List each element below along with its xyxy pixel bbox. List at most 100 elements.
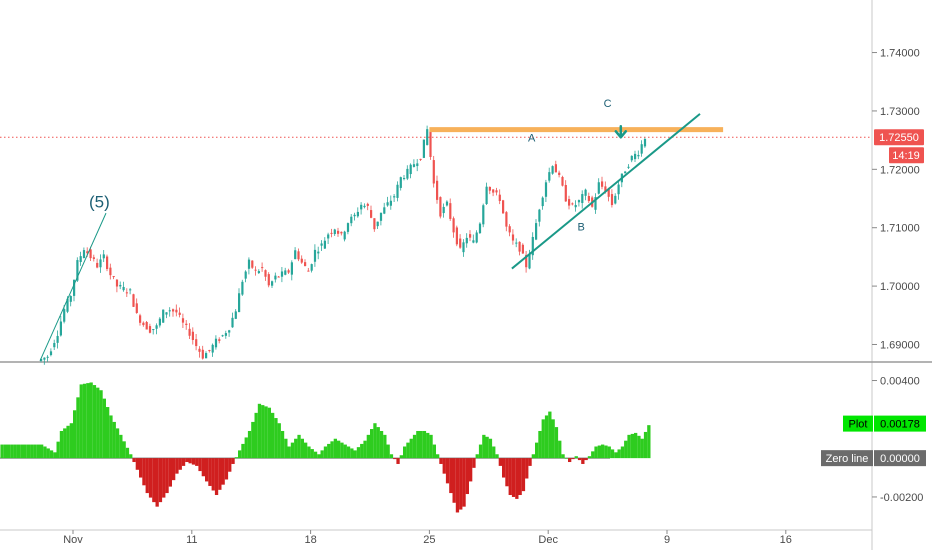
candle-body <box>172 309 175 312</box>
histogram-bar <box>412 434 417 459</box>
candle <box>208 349 211 353</box>
candle <box>99 254 102 273</box>
histogram-bar <box>0 444 4 459</box>
candle-body <box>155 325 158 329</box>
histogram-bar <box>482 434 486 459</box>
candle-body <box>115 279 119 287</box>
histogram-bar <box>584 458 588 461</box>
histogram-bar <box>106 407 110 459</box>
histogram-bar <box>49 450 54 459</box>
candle-body <box>231 317 234 328</box>
histogram-bar <box>162 458 166 498</box>
candle <box>284 267 287 276</box>
candle-body <box>178 312 181 315</box>
histogram-bar <box>485 436 489 459</box>
candle-body <box>389 200 392 206</box>
candle <box>640 140 643 157</box>
histogram-bar <box>16 444 21 459</box>
candle-body <box>99 259 102 268</box>
oscillator-axis[interactable]: 0.00400 -0.00200 <box>872 376 923 504</box>
candle-body <box>577 200 581 203</box>
histogram-bar <box>462 458 466 507</box>
histogram-bar <box>188 458 192 464</box>
histogram-bar <box>76 397 80 459</box>
candle-body <box>617 184 620 195</box>
histogram-bar <box>181 458 186 466</box>
histogram-bar <box>195 458 199 466</box>
candle <box>505 211 508 232</box>
candle-body <box>59 321 62 336</box>
histogram-bar <box>478 444 483 459</box>
time-axis[interactable]: Nov 11 18 25 Dec 9 16 <box>63 530 792 546</box>
candle-body <box>630 155 633 161</box>
candle <box>294 247 297 260</box>
histogram-bar <box>610 449 615 459</box>
histogram-bar <box>429 434 433 459</box>
histogram-bar <box>307 446 311 459</box>
histogram-bar <box>360 443 364 459</box>
candle-body <box>528 254 531 269</box>
histogram-bar <box>472 458 476 468</box>
candle-body <box>132 294 135 307</box>
candle-body <box>330 232 333 234</box>
candle-body <box>492 189 495 193</box>
candle <box>297 248 300 262</box>
candle <box>360 202 363 215</box>
candle-body <box>198 348 201 352</box>
candle-body <box>343 231 346 240</box>
histogram-bar <box>574 456 578 459</box>
candle <box>571 202 574 206</box>
candle-body <box>148 326 152 333</box>
candle <box>581 190 584 209</box>
candle <box>320 240 323 252</box>
candle-body <box>627 166 630 168</box>
histogram-bar <box>59 430 64 459</box>
histogram-bar <box>300 438 304 459</box>
candle <box>419 158 422 161</box>
histogram-bar <box>148 458 153 498</box>
histogram-bar <box>409 438 413 459</box>
histogram-bar <box>46 448 50 459</box>
candle <box>178 307 181 318</box>
candle-body <box>462 242 465 253</box>
candle <box>277 276 280 278</box>
candle-body <box>188 328 191 336</box>
time-tick-label: Nov <box>63 534 83 546</box>
candle <box>403 174 406 181</box>
histogram-bar <box>614 452 618 459</box>
candle <box>168 307 171 317</box>
plot-value-tag <box>874 415 926 432</box>
candle <box>129 288 132 295</box>
histogram-bar <box>224 458 229 480</box>
time-tick-label: 18 <box>304 534 316 546</box>
histogram-bar <box>403 446 407 459</box>
price-tag-label: 1.72550 <box>879 132 919 144</box>
candle <box>449 198 452 221</box>
candle <box>214 335 218 350</box>
histogram-bar <box>7 444 11 459</box>
candle-body <box>360 204 363 210</box>
histogram-bar <box>26 444 31 459</box>
candle-body <box>92 257 95 259</box>
candle <box>92 254 95 262</box>
candle <box>280 267 284 283</box>
price-tick-label: 1.72000 <box>880 164 920 176</box>
candle-body <box>571 203 574 205</box>
histogram-bar <box>73 410 77 459</box>
histogram-bar <box>201 458 205 477</box>
wave-label-b: B <box>578 222 585 234</box>
candle <box>452 216 455 238</box>
price-axis[interactable]: 1.74000 1.73000 1.72000 1.71000 1.70000 1.690… <box>872 48 920 352</box>
histogram-bar <box>40 444 44 459</box>
histogram-bar <box>340 442 344 459</box>
histogram-bar <box>630 433 634 459</box>
candle <box>485 182 488 206</box>
drawings[interactable]: (5) A B C <box>0 98 872 362</box>
candle-body <box>86 251 89 254</box>
candle <box>82 247 86 259</box>
candle <box>63 305 66 324</box>
candle-body <box>142 322 145 326</box>
candle <box>313 244 317 267</box>
